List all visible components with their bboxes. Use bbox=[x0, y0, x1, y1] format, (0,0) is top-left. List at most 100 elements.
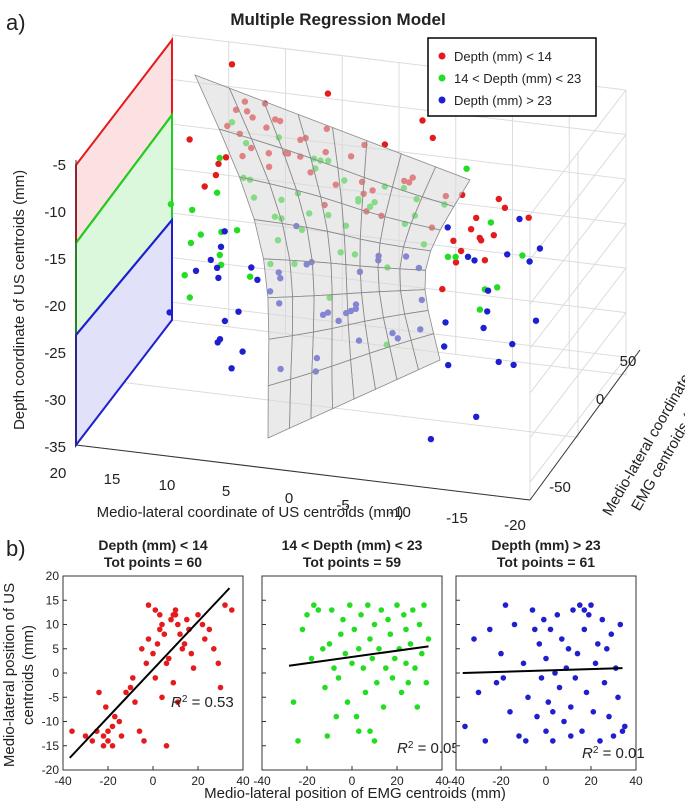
y-tick-label: 0 bbox=[52, 666, 59, 680]
x-axis-line bbox=[75, 444, 531, 501]
scatter-point bbox=[175, 621, 181, 628]
scatter-point-3d bbox=[487, 219, 495, 226]
scatter-point bbox=[163, 660, 170, 667]
panel-b-label: b) bbox=[6, 536, 26, 561]
scatter-point bbox=[136, 728, 143, 734]
scatter-point-3d bbox=[192, 267, 200, 274]
scatter-point-3d bbox=[215, 160, 222, 167]
surface-patch bbox=[345, 264, 362, 295]
y-tick-label: -15 bbox=[42, 739, 60, 753]
scatter-point bbox=[353, 713, 360, 720]
scatter-point-3d bbox=[439, 285, 446, 293]
scatter-point bbox=[498, 650, 504, 657]
scatter-point bbox=[145, 636, 152, 642]
panel-b-ylabel-line2: centroids (mm) bbox=[20, 625, 37, 725]
scatter-point-3d bbox=[457, 247, 465, 255]
scatter-point bbox=[322, 684, 328, 691]
scatter-point bbox=[143, 660, 150, 667]
depth-slabs bbox=[75, 37, 173, 448]
legend-marker-green bbox=[438, 74, 446, 82]
scatter-point bbox=[583, 689, 590, 696]
scatter-point bbox=[295, 738, 301, 744]
scatter-point-3d bbox=[452, 253, 459, 261]
scatter-point-3d bbox=[519, 252, 526, 259]
panel-b-scatter-plots: b) Medio-lateral position of US centroid… bbox=[1, 536, 645, 802]
scatter-point-3d bbox=[221, 228, 228, 235]
surface-patch bbox=[399, 246, 432, 271]
scatter-point bbox=[315, 607, 322, 613]
scatter-point bbox=[554, 612, 561, 618]
scatter-point-3d bbox=[495, 358, 502, 366]
scatter-point bbox=[347, 602, 353, 608]
scatter-point bbox=[290, 699, 297, 705]
scatter-point-3d bbox=[476, 234, 483, 242]
scatter-point bbox=[333, 713, 340, 720]
subplot-title-line2: Tot points = 61 bbox=[497, 554, 595, 570]
scatter-point bbox=[69, 728, 75, 734]
regression-surface bbox=[194, 74, 471, 439]
x-tick-label: 0 bbox=[150, 774, 157, 788]
scatter-point bbox=[157, 626, 163, 633]
fit-line bbox=[462, 667, 623, 674]
scatter-point-3d bbox=[254, 276, 261, 283]
scatter-point bbox=[412, 665, 418, 671]
y-tick-label: 5 bbox=[52, 642, 59, 656]
grid-line bbox=[171, 79, 627, 136]
scatter-point-3d bbox=[221, 317, 229, 325]
legend-marker-red bbox=[438, 52, 446, 60]
scatter-point-3d bbox=[201, 183, 208, 190]
scatter-point bbox=[592, 660, 599, 667]
scatter-point bbox=[356, 728, 362, 734]
scatter-point bbox=[206, 626, 213, 633]
x-tick: 20 bbox=[50, 465, 67, 482]
scatter-point bbox=[419, 650, 425, 657]
x-tick: 0 bbox=[285, 490, 293, 507]
scatter-point bbox=[365, 602, 371, 608]
scatter-point bbox=[401, 612, 407, 618]
scatter-point bbox=[175, 699, 181, 705]
scatter-point bbox=[556, 684, 563, 691]
scatter-point-3d bbox=[536, 245, 544, 252]
scatter-point bbox=[168, 616, 174, 623]
legend-label: 14 < Depth (mm) < 23 bbox=[454, 71, 581, 86]
scatter-point-3d bbox=[213, 189, 221, 196]
scatter-point bbox=[403, 626, 409, 633]
scatter-point bbox=[378, 607, 385, 613]
scatter-point bbox=[389, 675, 396, 681]
scatter-point-3d bbox=[490, 232, 497, 239]
scatter-point-3d bbox=[429, 134, 436, 142]
scatter-point bbox=[507, 709, 513, 715]
scatter-point bbox=[559, 636, 565, 642]
scatter-point bbox=[595, 641, 601, 647]
x-tick: -20 bbox=[504, 517, 526, 534]
scatter-point bbox=[610, 733, 617, 739]
subplot-title-line2: Tot points = 59 bbox=[303, 554, 401, 570]
z-tick: 50 bbox=[620, 353, 637, 370]
scatter-point-3d bbox=[228, 365, 235, 372]
scatter-point-3d bbox=[186, 294, 193, 301]
scatter-point bbox=[619, 728, 626, 734]
scatter-point bbox=[588, 602, 594, 608]
y-tick-label: 15 bbox=[46, 593, 60, 607]
scatter-point bbox=[166, 655, 172, 662]
scatter-point bbox=[150, 650, 156, 657]
scatter-point-3d bbox=[450, 237, 457, 244]
scatter-point bbox=[356, 646, 362, 652]
scatter-point bbox=[344, 699, 351, 705]
scatter-point-3d bbox=[228, 61, 236, 68]
scatter-point bbox=[376, 646, 382, 652]
scatter-point bbox=[154, 641, 161, 647]
scatter-point bbox=[109, 743, 116, 749]
x-tick-label: -20 bbox=[99, 774, 117, 788]
scatter-point bbox=[547, 626, 554, 633]
scatter-point bbox=[103, 704, 109, 710]
scatter-point bbox=[475, 689, 482, 696]
scatter-point bbox=[105, 738, 111, 744]
surface-patch bbox=[311, 261, 333, 297]
surface-patch bbox=[400, 289, 429, 315]
scatter-point bbox=[604, 646, 610, 652]
scatter-point bbox=[177, 631, 183, 637]
scatter-point bbox=[608, 631, 615, 637]
scatter-point bbox=[383, 665, 389, 671]
